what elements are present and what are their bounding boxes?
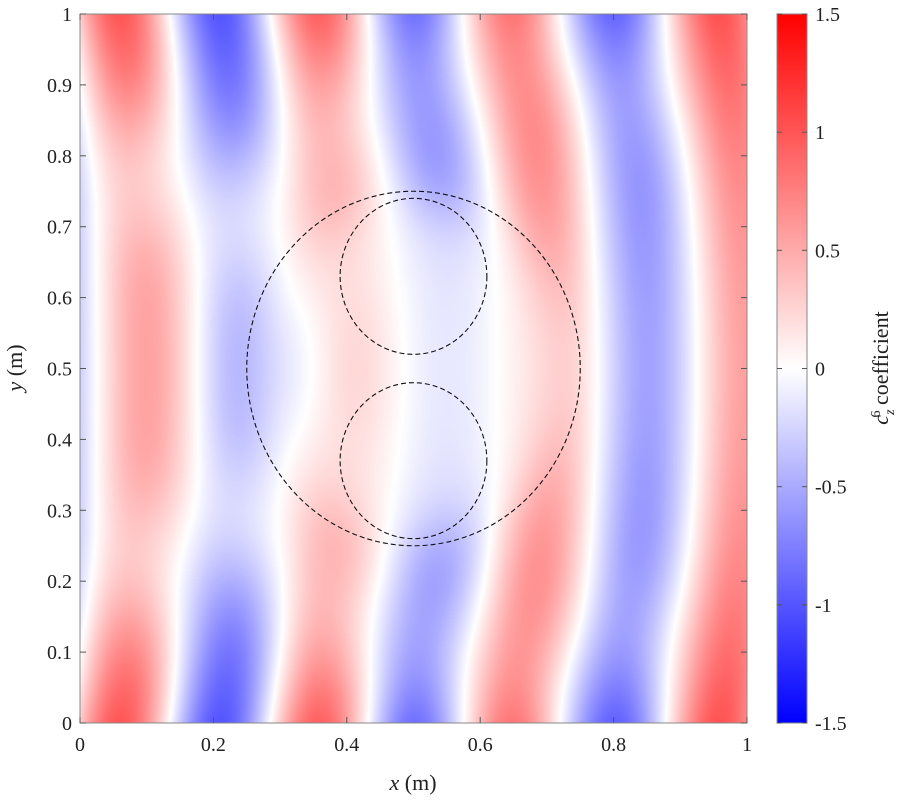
- colorbar-label: cz6 coefficient: [868, 311, 898, 424]
- y-tick-label: 0.2: [47, 571, 72, 593]
- y-tick-label: 0.7: [47, 217, 72, 239]
- y-axis: 0 0.1 0.2 0.3 0.4 0.5 0.6 0.7 0.8 0.9 1: [47, 4, 747, 735]
- y-tick-label: 1: [62, 4, 72, 26]
- x-tick-label: 0.8: [601, 734, 626, 756]
- y-tick-label: 0: [62, 713, 72, 735]
- x-tick-label: 1: [742, 734, 752, 756]
- colorbar-tick-label: -1.5: [815, 713, 847, 735]
- upper-inclusion-circle: [339, 197, 488, 355]
- colorbar-tick-label: -0.5: [815, 477, 847, 499]
- y-axis-label: y (m): [2, 344, 27, 393]
- x-axis: 0 0.2 0.4 0.6 0.8 1: [75, 14, 752, 756]
- overlay-circles: [246, 190, 581, 547]
- colorbar-tick-label: 1.5: [815, 4, 840, 26]
- colorbar-tick-label: -1: [815, 595, 832, 617]
- y-tick-label: 0.4: [47, 429, 72, 451]
- colorbar-tick-label: 0: [815, 359, 825, 381]
- lower-inclusion-circle: [339, 382, 488, 540]
- x-tick-label: 0: [75, 734, 85, 756]
- y-tick-label: 0.5: [47, 359, 72, 381]
- y-tick-label: 0.6: [47, 288, 72, 310]
- x-tick-label: 0.2: [201, 734, 226, 756]
- y-tick-label: 0.1: [47, 642, 72, 664]
- y-tick-label: 0.8: [47, 146, 72, 168]
- colorbar-tick-label: 1: [815, 122, 825, 144]
- colorbar-tick-label: 0.5: [815, 240, 840, 262]
- x-tick-label: 0.4: [334, 734, 359, 756]
- outer-boundary-circle: [246, 190, 581, 547]
- colorbar-ticks: -1.5 -1 -0.5 0 0.5 1 1.5: [777, 4, 847, 735]
- plot-area: [79, 13, 748, 724]
- x-axis-label: x (m): [388, 770, 436, 795]
- x-tick-label: 0.6: [468, 734, 493, 756]
- heatmap-image: [80, 14, 747, 723]
- y-tick-label: 0.3: [47, 500, 72, 522]
- colorbar: -1.5 -1 -0.5 0 0.5 1 1.5: [776, 4, 847, 735]
- y-tick-label: 0.9: [47, 75, 72, 97]
